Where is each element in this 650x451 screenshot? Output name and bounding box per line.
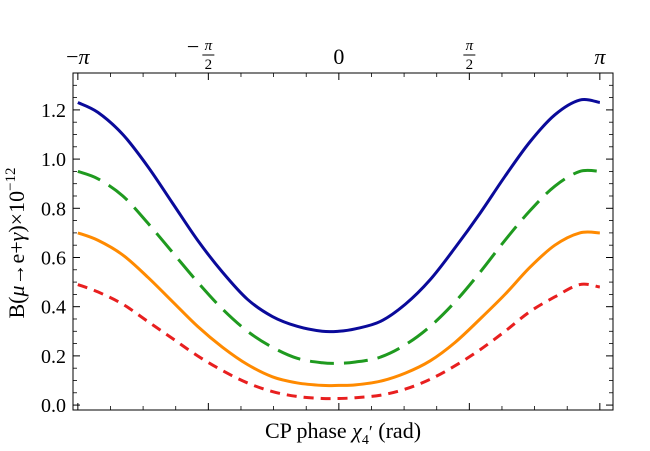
- series-line-dashed-green: [77, 168, 600, 365]
- x-tick-label: − π 2: [187, 34, 215, 73]
- x-axis-label: CP phase χ4′ (rad): [265, 418, 421, 446]
- y-tick-label: 0.6: [41, 247, 66, 269]
- x-tick-label: π2: [463, 38, 476, 73]
- x-tick-label: π: [594, 44, 606, 69]
- series-line-solid-orange: [77, 230, 600, 388]
- x-axis-label-subscript: 4: [362, 433, 369, 446]
- series-line-dotted-red: [77, 282, 601, 401]
- y-tick-label: 0.8: [41, 198, 66, 220]
- x-axis-label-prefix: CP phase: [265, 418, 352, 443]
- x-tick-label-denominator: 2: [205, 57, 213, 73]
- y-axis-label-middle: →e+: [4, 241, 29, 285]
- y-tick-label: 0.4: [41, 297, 66, 319]
- y-tick-label: 0.2: [41, 346, 66, 368]
- x-tick-label-text: 0: [333, 44, 344, 69]
- x-tick-label-numerator: π: [466, 38, 474, 54]
- x-tick-label: −π: [66, 44, 90, 69]
- y-axis-label-suffix: )×10: [4, 191, 29, 233]
- x-tick-label-main: π: [594, 44, 606, 69]
- x-tick-label-text: π: [594, 44, 606, 69]
- y-axis-label-gamma: γ: [4, 231, 29, 241]
- y-axis-label: B(μ→e+γ)×10−12: [3, 167, 29, 318]
- x-tick-label-numerator: π: [205, 38, 213, 54]
- y-tick-label: 1.2: [41, 100, 66, 122]
- series-group: [77, 98, 601, 401]
- y-tick-label: 1.0: [41, 149, 66, 171]
- tick-group: 0.00.20.40.60.81.01.2−π − π2 0 π2 π: [41, 34, 613, 417]
- x-axis-label-suffix: (rad): [373, 418, 421, 443]
- x-tick-label-text: −π: [66, 44, 90, 69]
- plot-frame: [72, 72, 614, 411]
- y-axis-label-prefix: B(: [4, 297, 29, 319]
- x-tick-label-main: 0: [333, 44, 344, 69]
- x-tick-label-denominator: 2: [466, 57, 474, 73]
- y-tick-label: 0.0: [41, 395, 66, 417]
- y-axis-label-mu: μ: [4, 286, 29, 298]
- y-axis-label-exponent: −12: [3, 167, 19, 190]
- x-axis-label-prime: ′: [369, 422, 373, 442]
- x-tick-label-main: π: [79, 44, 91, 69]
- x-tick-label: 0: [333, 44, 344, 69]
- series-line-solid-blue: [77, 98, 601, 334]
- x-axis-label-symbol: χ: [350, 418, 363, 443]
- x-tick-label-sign: −: [187, 34, 199, 59]
- x-tick-label-sign: −: [66, 44, 78, 69]
